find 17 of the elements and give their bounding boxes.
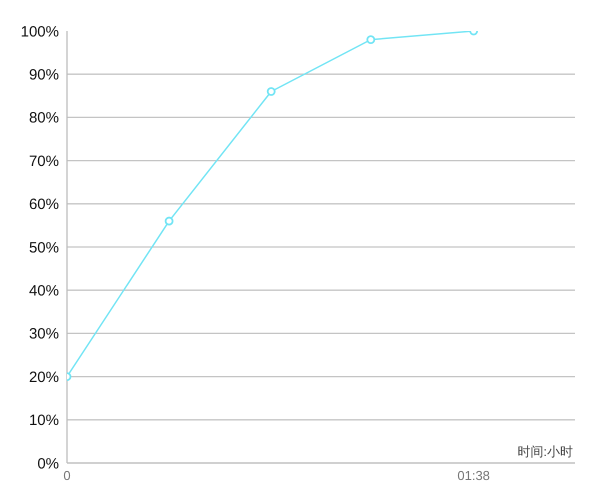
y-tick-label: 30% (28, 326, 59, 343)
y-tick-label: 100% (20, 23, 59, 40)
y-tick-label: 60% (28, 196, 59, 214)
y-tick-label: 40% (28, 282, 59, 300)
y-tick-label: 70% (28, 152, 59, 170)
y-tick-label: 50% (28, 239, 59, 256)
x-tick-label: 01:38 (457, 468, 490, 484)
x-tick-label: 0 (63, 468, 71, 484)
x-axis-title: 时间:小时 (517, 444, 573, 459)
y-tick-label: 10% (28, 412, 59, 430)
y-tick-label: 80% (28, 110, 59, 127)
y-tick-label: 90% (28, 66, 59, 84)
y-tick-label: 20% (28, 368, 59, 386)
point (164, 216, 174, 226)
point (266, 87, 276, 96)
y-tick-label: 0% (37, 455, 59, 472)
point (366, 35, 376, 44)
